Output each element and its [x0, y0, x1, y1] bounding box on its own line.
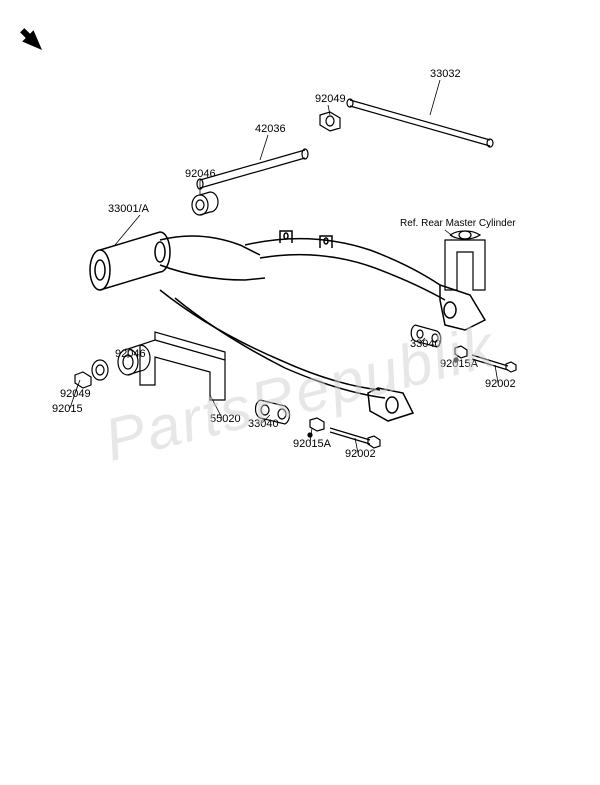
shaft-33032: [347, 80, 493, 147]
bushing-92046-upper: [192, 180, 218, 215]
diagram-container: 33032 92049 42036 92046 33001/A 92046 92…: [0, 0, 600, 785]
sleeve-42036: [197, 135, 308, 189]
swingarm-33001a: [90, 215, 485, 421]
label-55020: 55020: [210, 413, 241, 425]
label-92015a-l: 92015A: [293, 438, 331, 450]
master-cylinder-bracket: [445, 230, 485, 290]
label-33032: 33032: [430, 68, 461, 80]
label-33040-l: 33040: [248, 418, 279, 430]
label-92049-l: 92049: [60, 388, 91, 400]
direction-arrow: [17, 25, 48, 56]
chain-guard-55020: [140, 332, 225, 418]
label-33001a: 33001/A: [108, 203, 149, 215]
label-92046-l: 92046: [115, 348, 146, 360]
label-92015: 92015: [52, 403, 83, 415]
label-92002-u: 92002: [485, 378, 516, 390]
label-92046-u: 92046: [185, 168, 216, 180]
label-92049-u: 92049: [315, 93, 346, 105]
label-33040-u: 33040: [410, 338, 441, 350]
nut-92049-upper: [320, 105, 340, 131]
label-92015a-u: 92015A: [440, 358, 478, 370]
label-92002-l: 92002: [345, 448, 376, 460]
ref-master-cylinder: Ref. Rear Master Cylinder: [400, 218, 516, 229]
label-42036: 42036: [255, 123, 286, 135]
